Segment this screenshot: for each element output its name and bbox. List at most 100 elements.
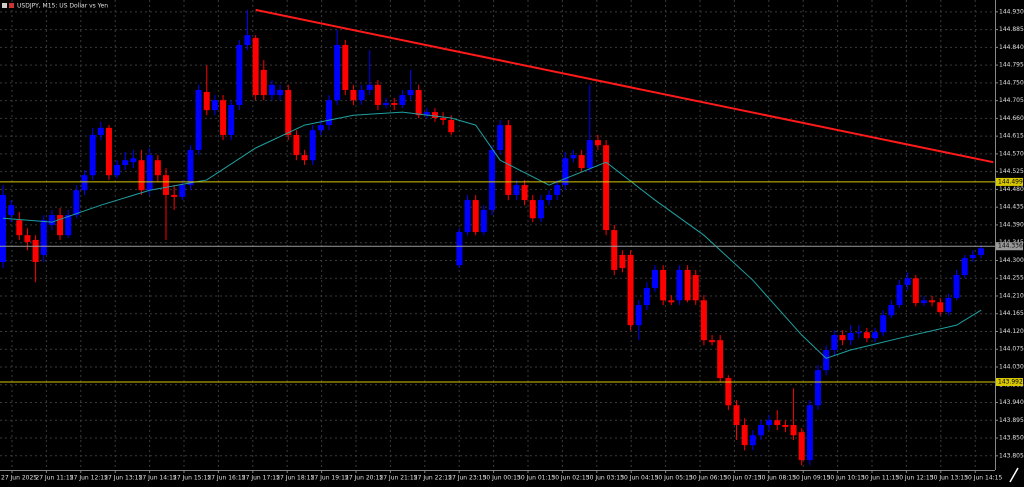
candle-body [342, 44, 349, 90]
candle-body [880, 315, 887, 333]
x-tick-label: 30 Jun 06:15 [689, 475, 727, 482]
y-tick-label: 144.750 [999, 79, 1024, 86]
header-icon [9, 3, 14, 8]
y-tick-label: 144.030 [999, 364, 1024, 371]
candle-body [823, 350, 830, 371]
y-tick-label: 144.435 [999, 204, 1024, 211]
price-level-tag [996, 242, 1023, 251]
x-tick-label: 30 Jun 03:15 [586, 475, 624, 482]
y-tick-label: 144.615 [999, 133, 1024, 140]
candle-body [790, 425, 797, 436]
candle-body [171, 194, 178, 197]
y-tick-label: 144.075 [999, 346, 1024, 353]
candle-body [537, 200, 544, 219]
candle-body [81, 175, 88, 191]
candle-body [24, 235, 31, 242]
x-tick-label: 27 Jun 16:15 [207, 475, 245, 482]
candle-body [40, 220, 47, 255]
y-tick-label: 144.840 [999, 44, 1024, 51]
candle-body [888, 305, 895, 316]
candle-body [513, 185, 520, 195]
candle-body [399, 95, 406, 105]
y-tick-label: 144.120 [999, 328, 1024, 335]
candle-body [668, 300, 675, 303]
candle-body [978, 248, 984, 255]
candle-body [423, 112, 430, 116]
candle-body [472, 200, 479, 233]
candle-body [896, 284, 903, 306]
candle-body [709, 340, 716, 343]
candle-body [839, 335, 846, 341]
y-tick-label: 144.570 [999, 150, 1024, 157]
moving-average [2, 111, 982, 359]
candle-body [847, 333, 854, 341]
candle-body [872, 332, 879, 339]
candle-body [301, 155, 308, 161]
x-tick-label: 30 Jun 05:15 [655, 475, 693, 482]
candle-body [146, 155, 153, 191]
candle-body [211, 100, 218, 111]
candle-body [749, 435, 756, 446]
y-tick-label: 144.255 [999, 275, 1024, 282]
x-tick-label: 27 Jun 20:15 [345, 475, 383, 482]
candle-body [627, 254, 634, 326]
candle-body [969, 254, 976, 259]
candle-body [260, 69, 267, 96]
candle-body [717, 340, 724, 379]
candle-body [586, 140, 593, 169]
y-tick-label: 143.940 [999, 399, 1024, 406]
candle-body [521, 185, 528, 201]
corner-icon [1009, 467, 1019, 483]
candle-body [741, 425, 748, 446]
y-tick-label: 144.390 [999, 221, 1024, 228]
price-level-label: 144.499 [998, 178, 1023, 185]
candle-body [660, 269, 667, 301]
candle-body [464, 200, 471, 233]
x-tick-label: 27 Jun 14:15 [139, 475, 177, 482]
candle-body [114, 164, 121, 176]
candle-body [920, 300, 927, 304]
y-tick-label: 143.895 [999, 417, 1024, 424]
candle-body [546, 194, 553, 201]
candle-body [562, 158, 569, 186]
y-tick-label: 144.300 [999, 257, 1024, 264]
candle-body [89, 134, 96, 176]
candle-body [529, 200, 536, 219]
candle-body [757, 425, 764, 436]
candle-body [953, 275, 960, 298]
x-tick-label: 30 Jun 14:15 [964, 475, 1002, 482]
chart-title: USDJPY, M15: US Dollar vs Yen [17, 3, 108, 10]
candle-body [815, 370, 821, 406]
candle-body [619, 254, 626, 268]
y-tick-label: 144.525 [999, 168, 1024, 175]
trend-line [255, 8, 994, 164]
x-tick-label: 30 Jun 08:15 [758, 475, 796, 482]
candle-body [309, 130, 316, 161]
y-tick-label: 144.795 [999, 62, 1024, 69]
candle-body [554, 185, 561, 195]
candle-body [440, 117, 447, 120]
x-tick-label: 30 Jun 10:15 [827, 475, 865, 482]
x-tick-label: 27 Jun 18:15 [276, 475, 314, 482]
candle-body [130, 158, 137, 163]
x-tick-label: 30 Jun 09:15 [792, 475, 830, 482]
candle-body [0, 194, 6, 263]
candle-body [700, 300, 707, 341]
candle-body [945, 297, 952, 313]
candle-body [798, 432, 805, 461]
price-level-tag [996, 177, 1023, 186]
candle-body [138, 160, 145, 191]
candle-body [154, 160, 161, 176]
x-tick-label: 27 Jun 13:15 [104, 475, 142, 482]
candle-body [105, 127, 112, 176]
candle-body [334, 44, 341, 101]
candle-body [480, 209, 487, 233]
candle-body [374, 84, 381, 105]
x-tick-label: 30 Jun 13:15 [930, 475, 968, 482]
x-tick-label: 30 Jun 04:15 [620, 475, 658, 482]
candle-body [16, 220, 23, 236]
